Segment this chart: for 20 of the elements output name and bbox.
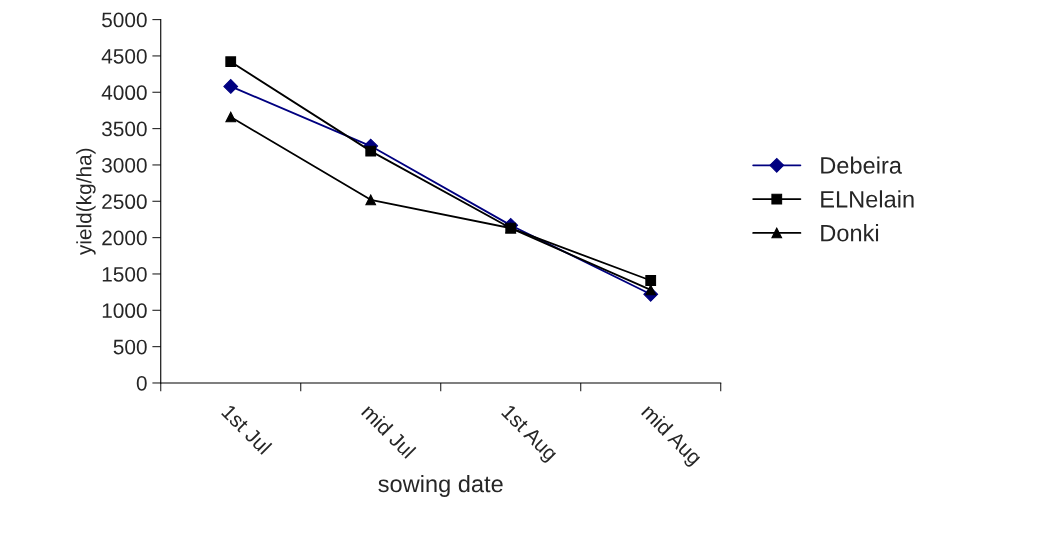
y-tick-label: 4000 [101, 85, 147, 101]
x-axis-title: sowing date [378, 474, 503, 497]
y-tick-label: 1000 [102, 303, 147, 319]
x-tick-label: mid Jul [360, 403, 417, 459]
x-tick-label: 1st Jul [221, 403, 273, 455]
y-tick-label: 5000 [102, 12, 147, 28]
y-tick-label: 3500 [101, 121, 147, 137]
y-axis-title: yield(kg/ha) [76, 148, 96, 256]
y-tick-label: 2000 [102, 230, 147, 246]
legend-label: ELNelain [821, 190, 914, 208]
y-tick-label: 2500 [102, 194, 147, 210]
legend-label: Donki [821, 224, 879, 242]
y-tick-label: 1500 [102, 266, 147, 282]
x-tick-label: 1st Aug [498, 404, 559, 465]
y-tick-label: 3000 [101, 157, 147, 173]
y-tick-label: 0 [136, 375, 147, 391]
y-tick-label: 500 [113, 339, 147, 355]
y-tick-label: 4500 [101, 48, 147, 64]
x-tick-label: mid Aug [637, 403, 703, 469]
legend-label: Debeira [821, 156, 902, 174]
